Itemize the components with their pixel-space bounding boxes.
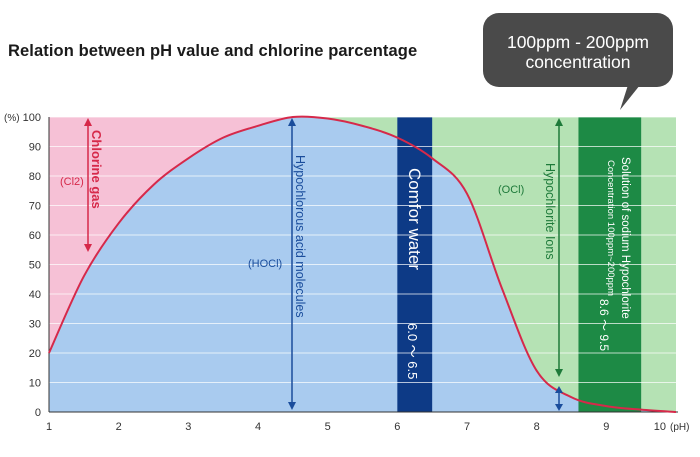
callout-pointer — [620, 85, 640, 110]
sodium-hypochlorite-sublabel: Concentration 100ppm~200ppm — [605, 160, 616, 296]
x-tick-label-7: 7 — [464, 421, 470, 433]
y-tick-label-50: 50 — [29, 260, 41, 272]
y-tick-label-100: 100 — [23, 112, 41, 124]
hocl-arrow — [288, 118, 296, 410]
y-tick-label-80: 80 — [29, 171, 41, 183]
x-tick-label-6: 6 — [394, 421, 400, 433]
x-tick-label-5: 5 — [325, 421, 331, 433]
y-tick-label-0: 0 — [35, 407, 41, 419]
chlorine-gas-label: Chlorine gas — [89, 130, 104, 209]
small-blue-arrow — [555, 386, 563, 411]
y-tick-label-60: 60 — [29, 230, 41, 242]
chart-title: Relation between pH value and chlorine p… — [8, 42, 418, 60]
callout-line2: concentration — [525, 52, 630, 72]
gridlines — [49, 116, 676, 383]
chlorine-gas-arrow — [84, 118, 92, 252]
callout-line1: 100ppm - 200ppm — [507, 32, 649, 52]
y-tick-label-90: 90 — [29, 142, 41, 154]
concentration-callout: 100ppm - 200ppm concentration — [483, 13, 673, 110]
axis-ticks: 0 10 20 30 40 50 60 70 80 90 100 1 2 3 4 5 6 7 8 9 10 — [23, 112, 666, 433]
sodium-hypochlorite-label: Solution of sodium Hypochlorite — [619, 157, 631, 319]
chlorine-curve-line — [48, 115, 677, 413]
x-tick-label-8: 8 — [534, 421, 540, 433]
x-tick-label-3: 3 — [185, 421, 191, 433]
y-axis-unit: (%) — [4, 113, 20, 124]
hocl-label: Hypochlorous acid molecules — [293, 155, 307, 318]
cl2-formula: (Cl2) — [60, 176, 84, 188]
comfor-range-label: 6.0 ～ 6.5 — [405, 323, 420, 379]
ocl-formula: (OCl) — [498, 184, 524, 196]
x-tick-label-10: 10 — [654, 421, 666, 433]
y-tick-label-30: 30 — [29, 319, 41, 331]
y-tick-label-20: 20 — [29, 348, 41, 360]
hypochlorite-ion-arrow — [555, 118, 563, 377]
x-tick-label-2: 2 — [116, 421, 122, 433]
x-axis-unit: (pH) — [670, 422, 689, 433]
hocl-formula: (HOCl) — [248, 258, 282, 270]
comfor-water-label: Comfor water — [405, 168, 424, 270]
x-tick-label-9: 9 — [603, 421, 609, 433]
hypochlorite-range-label: 8.6 ～ 9.5 — [597, 299, 611, 351]
x-tick-label-1: 1 — [46, 421, 52, 433]
y-tick-label-40: 40 — [29, 289, 41, 301]
x-tick-label-4: 4 — [255, 421, 261, 433]
callout-box — [483, 13, 673, 87]
y-tick-label-10: 10 — [29, 378, 41, 390]
hypochlorite-ion-label: Hypochlorite Ions — [543, 163, 557, 260]
y-tick-label-70: 70 — [29, 201, 41, 213]
